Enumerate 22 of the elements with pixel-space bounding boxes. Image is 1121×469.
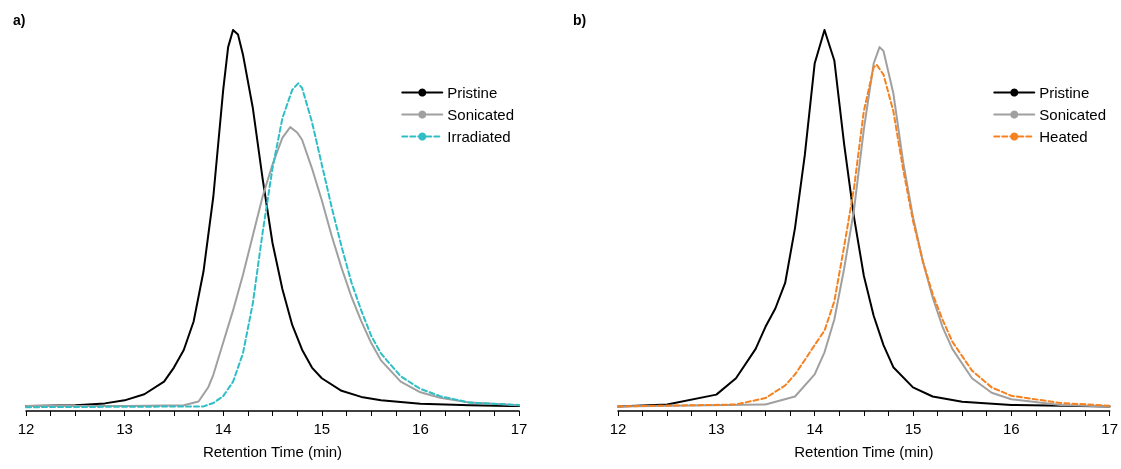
x-axis-title: Retention Time (min): [202, 443, 343, 460]
legend-label: Sonicated: [447, 106, 514, 123]
legend-label: Sonicated: [1039, 106, 1106, 123]
chart-title: b): [573, 12, 587, 28]
legend-label: Heated: [1039, 128, 1088, 145]
legend-label: Irradiated: [447, 128, 511, 145]
x-tick-label: 12: [17, 420, 35, 437]
x-tick-label: 17: [1101, 420, 1118, 437]
x-tick-label: 14: [806, 420, 824, 437]
x-tick-label: 13: [707, 420, 725, 437]
x-tick-label: 15: [904, 420, 922, 437]
x-tick-label: 16: [1002, 420, 1020, 437]
x-tick-label: 15: [313, 420, 331, 437]
x-axis-title: Retention Time (min): [794, 443, 934, 460]
legend-label: Pristine: [1039, 84, 1090, 101]
x-tick-label: 16: [412, 420, 429, 437]
legend-label: Pristine: [447, 84, 498, 101]
chart-title: a): [13, 12, 26, 28]
x-tick-label: 13: [116, 420, 133, 437]
x-tick-label: 14: [214, 420, 232, 437]
x-tick-label: 12: [609, 420, 627, 437]
x-tick-label: 17: [510, 420, 528, 437]
